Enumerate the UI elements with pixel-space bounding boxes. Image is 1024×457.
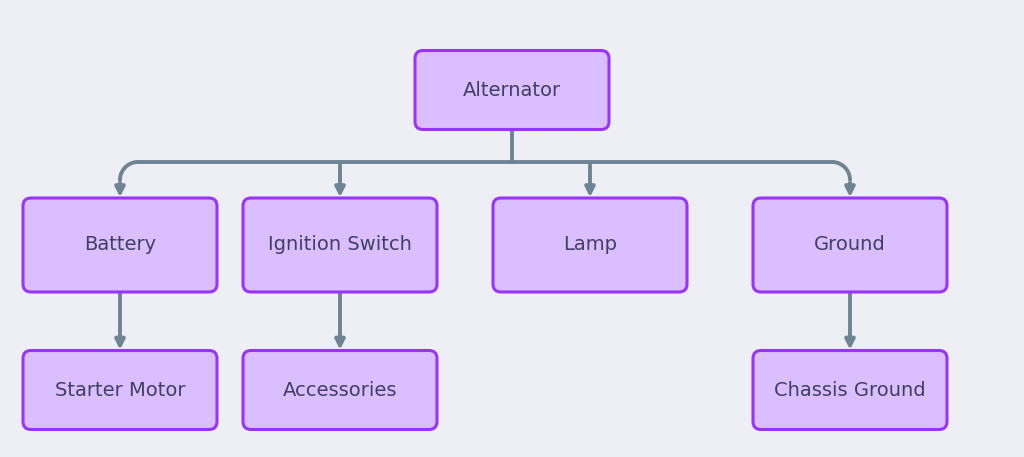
FancyBboxPatch shape <box>415 51 609 129</box>
FancyBboxPatch shape <box>23 198 217 292</box>
Text: Alternator: Alternator <box>463 80 561 100</box>
FancyBboxPatch shape <box>753 351 947 430</box>
Text: Starter Motor: Starter Motor <box>54 381 185 399</box>
FancyBboxPatch shape <box>753 198 947 292</box>
FancyBboxPatch shape <box>23 351 217 430</box>
Text: Accessories: Accessories <box>283 381 397 399</box>
Text: Chassis Ground: Chassis Ground <box>774 381 926 399</box>
Text: Lamp: Lamp <box>563 235 617 255</box>
Text: Ignition Switch: Ignition Switch <box>268 235 412 255</box>
Text: Ground: Ground <box>814 235 886 255</box>
Text: Battery: Battery <box>84 235 156 255</box>
FancyBboxPatch shape <box>493 198 687 292</box>
FancyBboxPatch shape <box>243 198 437 292</box>
FancyBboxPatch shape <box>243 351 437 430</box>
